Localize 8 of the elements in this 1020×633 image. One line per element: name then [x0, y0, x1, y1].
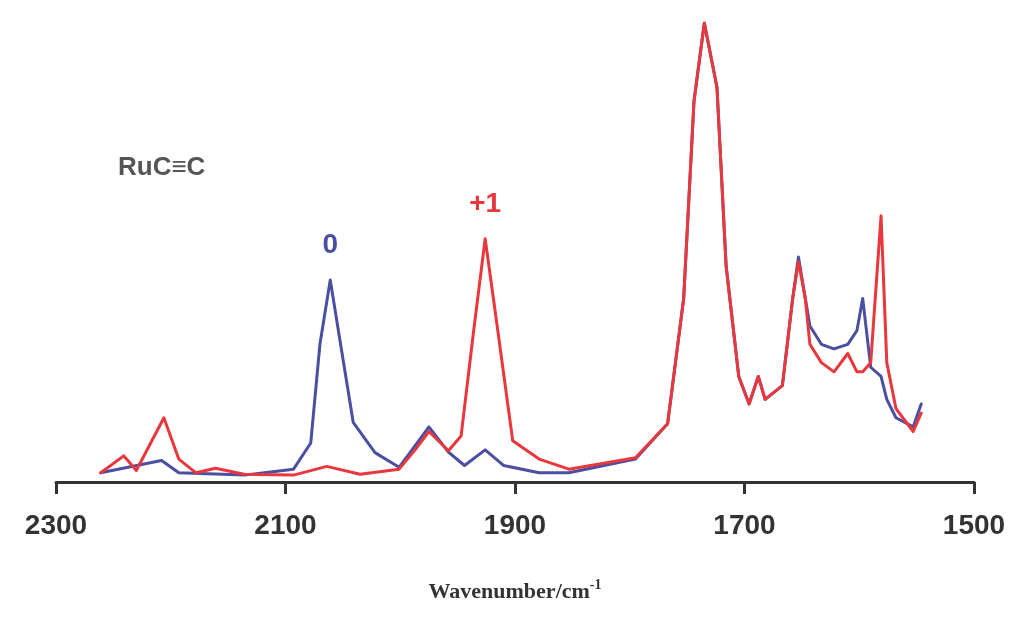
annotation: RuC≡C — [118, 151, 206, 181]
x-tick-label: 2300 — [24, 508, 88, 540]
x-tick-label: 2100 — [254, 508, 317, 540]
x-tick-label: 1500 — [942, 508, 1006, 540]
series-label: +1 — [469, 187, 502, 219]
series-label: 0 — [322, 228, 339, 260]
x-tick-label: 1700 — [713, 508, 776, 540]
x-tick-label: 1900 — [483, 508, 547, 540]
